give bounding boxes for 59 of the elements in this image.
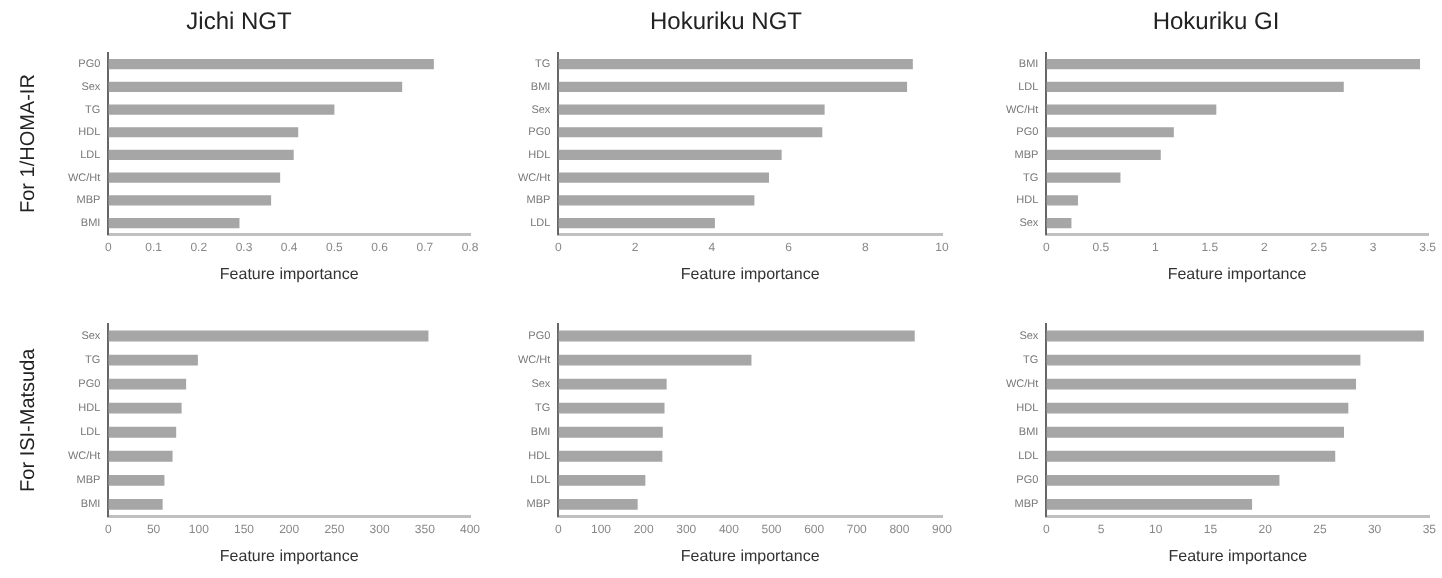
bar	[108, 149, 294, 161]
chart-title: Hokuriku NGT	[649, 7, 804, 36]
chart-title: Hokuriku GI	[1152, 7, 1280, 36]
chart-title: Jichi NGT	[186, 7, 294, 36]
bar	[1046, 474, 1280, 486]
bar	[108, 354, 198, 366]
bar	[108, 81, 403, 92]
bar	[108, 498, 163, 510]
bar	[558, 402, 665, 414]
bar	[558, 104, 825, 115]
bar	[1046, 149, 1161, 161]
y-axis-title: For 1/HOMA-IR	[17, 74, 40, 214]
bar	[558, 426, 663, 438]
bar	[1046, 378, 1357, 390]
x-axis-title: Feature importance	[1167, 264, 1308, 283]
bar	[558, 127, 823, 138]
bar	[1046, 402, 1349, 414]
bar	[108, 172, 281, 183]
bar	[558, 450, 663, 462]
bar	[1046, 330, 1424, 342]
bar	[108, 450, 173, 462]
bar	[558, 378, 667, 390]
y-axis-title: For ISI-Matsuda	[17, 347, 40, 492]
bar	[108, 426, 177, 438]
bar	[1046, 195, 1078, 206]
x-axis-title: Feature importance	[219, 546, 360, 565]
bar	[108, 127, 299, 138]
bar	[108, 330, 429, 342]
bar	[1046, 354, 1361, 366]
bar	[558, 149, 782, 161]
bar	[558, 59, 913, 70]
bar	[558, 474, 646, 486]
bar	[558, 81, 908, 92]
bar	[558, 172, 769, 183]
bar	[1046, 172, 1121, 183]
bar	[1046, 59, 1421, 70]
bar	[558, 217, 715, 229]
bar	[1046, 450, 1336, 462]
bar	[1046, 498, 1253, 510]
bar	[108, 402, 182, 414]
bar	[558, 498, 638, 510]
x-axis-title: Feature importance	[1168, 546, 1309, 565]
bar	[108, 474, 165, 486]
bar	[108, 378, 187, 390]
bar	[1046, 104, 1217, 115]
x-axis-title: Feature importance	[680, 546, 821, 565]
bar	[558, 330, 915, 342]
bar	[1046, 426, 1344, 438]
bar	[108, 104, 335, 115]
bar	[108, 59, 434, 70]
bar	[1046, 217, 1072, 229]
bar	[1046, 81, 1344, 92]
x-axis-title: Feature importance	[680, 264, 821, 283]
bar	[1046, 127, 1174, 138]
bar	[108, 217, 240, 229]
x-axis-title: Feature importance	[219, 264, 360, 283]
bar	[558, 195, 755, 206]
bar	[108, 195, 272, 206]
bar	[558, 354, 752, 366]
